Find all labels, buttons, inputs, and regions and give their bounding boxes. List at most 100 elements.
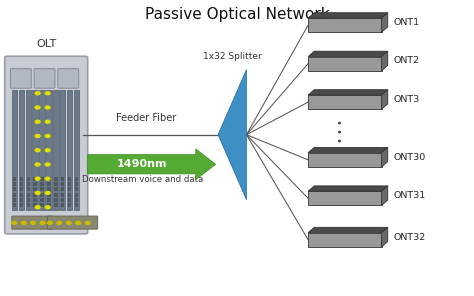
Bar (75, 182, 78, 186)
Bar (68, 198, 71, 202)
Circle shape (85, 221, 90, 224)
Bar (47, 187, 51, 191)
Bar (12, 90, 18, 210)
Circle shape (36, 106, 40, 109)
Bar (13, 203, 17, 207)
Bar (33, 203, 37, 207)
Bar (47, 203, 51, 207)
Circle shape (76, 221, 81, 224)
Bar (27, 203, 30, 207)
Bar (67, 90, 72, 210)
Circle shape (36, 149, 40, 152)
Bar (40, 198, 44, 202)
FancyBboxPatch shape (5, 56, 88, 234)
Text: Feeder Fiber: Feeder Fiber (116, 113, 176, 123)
Bar (47, 198, 51, 202)
Circle shape (46, 206, 50, 209)
Circle shape (36, 177, 40, 180)
Bar (27, 193, 30, 197)
Bar (46, 90, 52, 210)
Bar (308, 95, 382, 109)
Bar (75, 193, 78, 197)
Bar (75, 203, 78, 207)
Bar (13, 187, 17, 191)
Polygon shape (382, 51, 388, 71)
Polygon shape (382, 147, 388, 167)
Bar (20, 203, 23, 207)
Bar (54, 187, 58, 191)
Bar (61, 198, 64, 202)
Circle shape (36, 206, 40, 209)
FancyBboxPatch shape (34, 69, 55, 88)
Circle shape (46, 92, 50, 95)
Circle shape (46, 192, 50, 194)
Bar (13, 193, 17, 197)
Circle shape (36, 163, 40, 166)
Bar (27, 187, 30, 191)
Bar (20, 182, 23, 186)
Bar (75, 187, 78, 191)
Text: ONT30: ONT30 (393, 153, 426, 162)
Bar (33, 193, 37, 197)
Circle shape (12, 221, 17, 224)
Bar (47, 193, 51, 197)
Bar (60, 90, 65, 210)
Circle shape (47, 221, 52, 224)
Polygon shape (308, 13, 388, 18)
Circle shape (46, 134, 50, 137)
Circle shape (36, 192, 40, 194)
Bar (54, 203, 58, 207)
Bar (40, 187, 44, 191)
Bar (54, 193, 58, 197)
Polygon shape (308, 186, 388, 191)
FancyBboxPatch shape (58, 69, 79, 88)
Bar (61, 177, 64, 181)
FancyBboxPatch shape (10, 69, 31, 88)
Text: Passive Optical Network: Passive Optical Network (145, 7, 329, 22)
Bar (54, 198, 58, 202)
FancyBboxPatch shape (12, 216, 53, 229)
Text: OLT: OLT (36, 39, 56, 49)
Bar (47, 177, 51, 181)
Circle shape (66, 221, 71, 224)
Bar (68, 193, 71, 197)
Bar (20, 177, 23, 181)
Polygon shape (382, 227, 388, 247)
Bar (40, 182, 44, 186)
Bar (308, 18, 382, 32)
Bar (40, 193, 44, 197)
Bar (27, 198, 30, 202)
Polygon shape (308, 51, 388, 57)
Circle shape (31, 221, 36, 224)
Circle shape (46, 149, 50, 152)
Polygon shape (88, 149, 216, 180)
Bar (33, 198, 37, 202)
Circle shape (36, 134, 40, 137)
Bar (26, 90, 31, 210)
Bar (47, 182, 51, 186)
Text: ONT2: ONT2 (393, 57, 419, 65)
Bar (27, 177, 30, 181)
Bar (308, 153, 382, 167)
Circle shape (46, 120, 50, 123)
Circle shape (40, 221, 45, 224)
Bar (20, 187, 23, 191)
Bar (33, 187, 37, 191)
Bar (40, 203, 44, 207)
Bar (54, 182, 58, 186)
Bar (308, 57, 382, 71)
Polygon shape (382, 90, 388, 109)
Bar (308, 191, 382, 205)
Circle shape (36, 92, 40, 95)
Circle shape (57, 221, 62, 224)
Bar (39, 90, 45, 210)
Text: ONT31: ONT31 (393, 191, 426, 200)
Polygon shape (308, 227, 388, 233)
Polygon shape (218, 70, 246, 200)
Polygon shape (382, 13, 388, 32)
Circle shape (46, 177, 50, 180)
Bar (40, 177, 44, 181)
Bar (75, 177, 78, 181)
FancyBboxPatch shape (47, 216, 98, 229)
Bar (27, 182, 30, 186)
